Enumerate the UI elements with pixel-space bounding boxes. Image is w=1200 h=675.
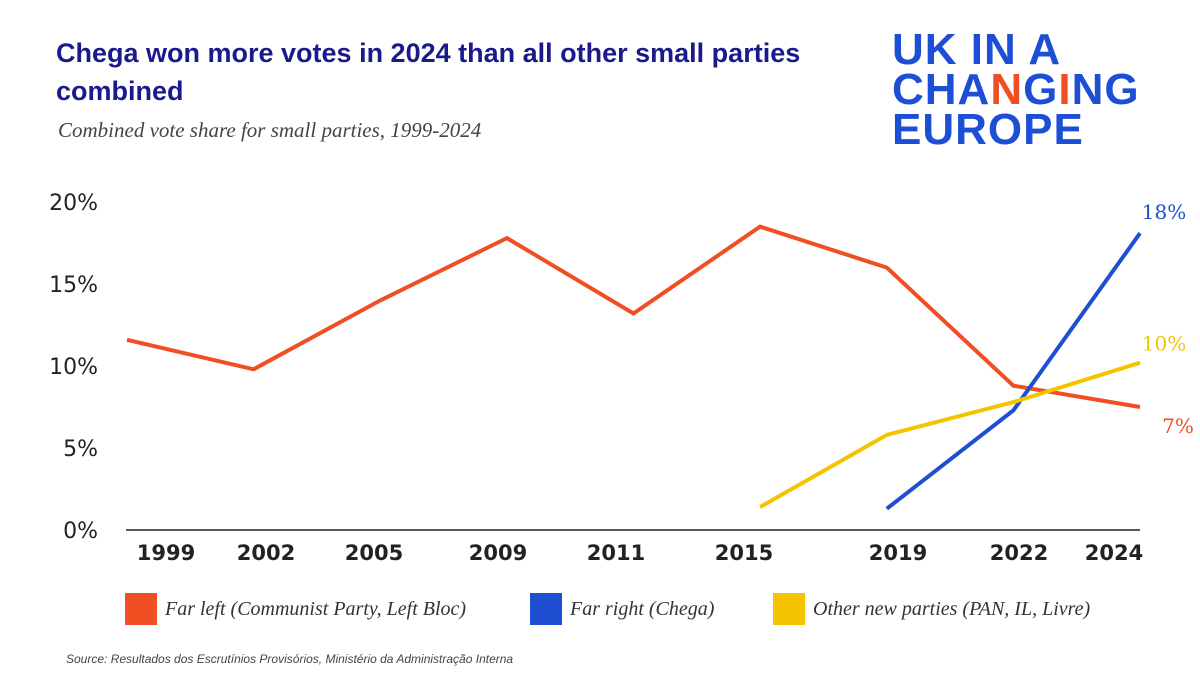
end-label-far_right: 18% (1142, 200, 1186, 224)
end-label-far_left: 7% (1162, 414, 1194, 438)
y-tick-label: 20% (49, 191, 98, 216)
logo-part-i: I (1058, 65, 1072, 114)
legend-swatch-far-left (125, 593, 157, 625)
x-tick-label: 2002 (237, 541, 295, 565)
x-tick-label: 2015 (715, 541, 773, 565)
logo-part-cha: CHA (892, 65, 991, 114)
x-tick-label: 2019 (869, 541, 927, 565)
x-tick-label: 2011 (587, 541, 645, 565)
x-tick-label: 2005 (345, 541, 403, 565)
legend-item-other: Other new parties (PAN, IL, Livre) (773, 593, 1090, 625)
end-label-other: 10% (1142, 332, 1186, 356)
x-tick-label: 1999 (137, 541, 195, 565)
y-tick-label: 10% (49, 355, 98, 380)
y-tick-label: 15% (49, 273, 98, 298)
chart-title: Chega won more votes in 2024 than all ot… (56, 38, 801, 106)
chart-subtitle: Combined vote share for small parties, 1… (58, 118, 482, 142)
legend-item-far-right: Far right (Chega) (530, 593, 714, 625)
x-tick-label: 2024 (1085, 541, 1143, 565)
logo-line-1: UK IN A (892, 25, 1062, 74)
y-tick-label: 5% (63, 437, 98, 462)
legend-label-far-right: Far right (Chega) (570, 597, 715, 620)
x-tick-label: 2009 (469, 541, 527, 565)
chart-legend: Far left (Communist Party, Left Bloc) Fa… (125, 593, 1175, 631)
series-line-far_left (126, 224, 1141, 409)
series-line-other (759, 360, 1141, 509)
legend-label-far-left: Far left (Communist Party, Left Bloc) (165, 597, 467, 620)
logo-part-g: G (1023, 65, 1059, 114)
legend-item-far-left: Far left (Communist Party, Left Bloc) (125, 593, 466, 625)
logo-part-ng: NG (1071, 65, 1140, 114)
y-tick-label: 0% (63, 519, 98, 544)
legend-swatch-other (773, 593, 805, 625)
legend-swatch-far-right (530, 593, 562, 625)
logo-part-n: N (990, 65, 1024, 114)
logo-line-2: CHANGING (892, 68, 1152, 112)
brand-logo: UK IN A CHANGING EUROPE (892, 25, 1152, 154)
legend-label-other: Other new parties (PAN, IL, Livre) (813, 597, 1091, 620)
series-line-far_right (885, 232, 1142, 511)
x-tick-label: 2022 (990, 541, 1048, 565)
logo-line-3: EUROPE (892, 105, 1084, 154)
source-note: Source: Resultados dos Escrutínios Provi… (66, 652, 514, 666)
